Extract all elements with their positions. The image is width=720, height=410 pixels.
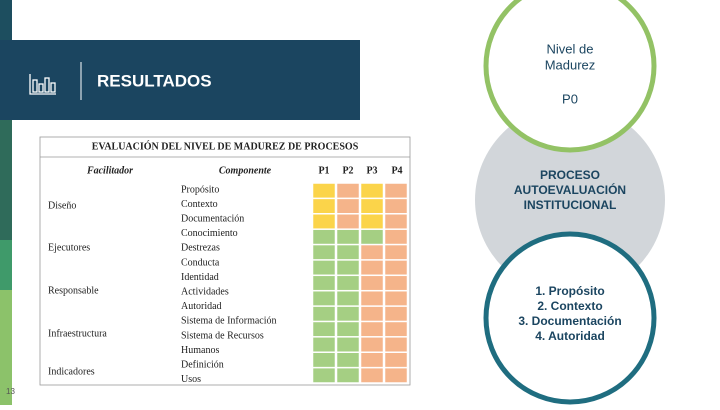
- circle-text: Madurez: [545, 57, 596, 72]
- maturity-cell: [384, 214, 408, 229]
- maturity-cell: [360, 367, 384, 383]
- maturity-cell: [360, 260, 384, 276]
- maturity-cell: [312, 183, 336, 199]
- header-bar: [0, 40, 360, 120]
- circle-bottom: [483, 231, 657, 405]
- circle-top: [483, 0, 657, 153]
- table-title: EVALUACIÓN DEL NIVEL DE MADUREZ DE PROCE…: [92, 140, 359, 152]
- maturity-cell: [384, 367, 408, 383]
- maturity-cell: [384, 337, 408, 352]
- maturity-cell: [360, 198, 384, 214]
- maturity-cell: [384, 321, 408, 337]
- circle-list-item: 4. Autoridad: [535, 329, 605, 343]
- maturity-cell: [336, 183, 360, 199]
- facilitator: Responsable: [48, 285, 99, 296]
- facilitator: Indicadores: [48, 366, 95, 377]
- component: Definición: [181, 359, 224, 370]
- maturity-cell: [336, 214, 360, 229]
- column-header: Facilitador: [86, 165, 133, 176]
- maturity-cell: [360, 306, 384, 322]
- facilitator: Diseño: [48, 200, 76, 211]
- page-number: 13: [6, 387, 15, 396]
- maturity-cell: [312, 337, 336, 352]
- maturity-cell: [360, 275, 384, 291]
- circle-level: P0: [562, 91, 578, 106]
- component: Conducta: [181, 257, 220, 268]
- maturity-cell: [312, 260, 336, 276]
- maturity-cell: [312, 229, 336, 245]
- maturity-cell: [336, 275, 360, 291]
- component: Contexto: [181, 199, 218, 210]
- component: Sistema de Recursos: [181, 330, 264, 341]
- maturity-cell: [336, 337, 360, 352]
- circle-text: AUTOEVALUACIÓN: [514, 182, 626, 197]
- maturity-cell: [312, 244, 336, 260]
- facilitator: Infraestructura: [48, 328, 107, 339]
- maturity-cell: [336, 260, 360, 276]
- side-strip: [0, 240, 12, 290]
- maturity-cell: [384, 183, 408, 199]
- column-header: P2: [342, 165, 353, 176]
- side-strip: [0, 290, 12, 405]
- maturity-cell: [336, 321, 360, 337]
- maturity-cell: [312, 290, 336, 306]
- maturity-cell: [384, 290, 408, 306]
- circle-list-item: 1. Propósito: [535, 284, 604, 298]
- column-header: P3: [366, 165, 377, 176]
- maturity-cell: [336, 352, 360, 368]
- header-title: RESULTADOS: [97, 71, 212, 90]
- component: Autoridad: [181, 301, 222, 312]
- maturity-cell: [384, 275, 408, 291]
- circle-text: Nivel de: [547, 41, 594, 56]
- maturity-cell: [360, 321, 384, 337]
- maturity-cell: [384, 244, 408, 260]
- maturity-cell: [312, 275, 336, 291]
- facilitator: Ejecutores: [48, 242, 90, 253]
- maturity-cell: [360, 337, 384, 352]
- circle-text: INSTITUCIONAL: [524, 198, 617, 212]
- maturity-cell: [384, 306, 408, 322]
- component: Identidad: [181, 272, 219, 283]
- component: Usos: [181, 374, 201, 385]
- column-header: Componente: [219, 165, 272, 176]
- maturity-cell: [312, 352, 336, 368]
- maturity-cell: [312, 214, 336, 229]
- maturity-cell: [384, 352, 408, 368]
- maturity-cell: [360, 352, 384, 368]
- maturity-cell: [360, 290, 384, 306]
- side-strip: [0, 120, 12, 240]
- maturity-cell: [336, 306, 360, 322]
- component: Humanos: [181, 345, 219, 356]
- maturity-cell: [312, 306, 336, 322]
- column-header: P4: [391, 165, 402, 176]
- circle-list-item: 3. Documentación: [518, 314, 621, 328]
- component: Destrezas: [181, 243, 220, 254]
- maturity-cell: [384, 229, 408, 245]
- maturity-cell: [312, 321, 336, 337]
- component: Actividades: [181, 286, 229, 297]
- component: Propósito: [181, 184, 219, 195]
- maturity-cell: [360, 183, 384, 199]
- circle-list-item: 2. Contexto: [537, 299, 602, 313]
- chart-icon: [29, 74, 56, 95]
- column-header: P1: [318, 165, 329, 176]
- maturity-cell: [360, 244, 384, 260]
- maturity-cell: [384, 198, 408, 214]
- maturity-cell: [336, 198, 360, 214]
- circle-text: PROCESO: [540, 168, 600, 182]
- maturity-cell: [312, 198, 336, 214]
- maturity-cell: [360, 214, 384, 229]
- component: Documentación: [181, 213, 244, 224]
- maturity-cell: [360, 229, 384, 245]
- maturity-cell: [312, 367, 336, 383]
- maturity-cell: [384, 260, 408, 276]
- maturity-cell: [336, 290, 360, 306]
- component: Conocimiento: [181, 228, 238, 239]
- maturity-cell: [336, 244, 360, 260]
- maturity-cell: [336, 367, 360, 383]
- component: Sistema de Información: [181, 316, 277, 327]
- maturity-cell: [336, 229, 360, 245]
